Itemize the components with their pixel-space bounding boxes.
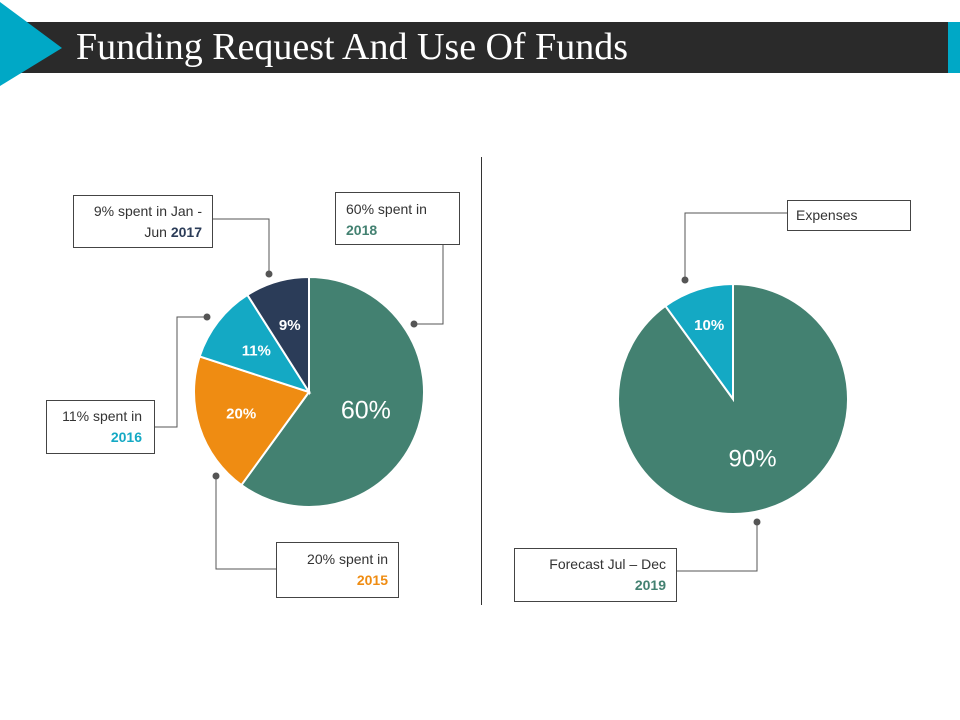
pie-slice-20 xyxy=(193,355,311,487)
page-title: Funding Request And Use Of Funds xyxy=(76,26,629,68)
pie-label-11: 11% xyxy=(242,343,271,360)
callout-2018-text: 60% spent in xyxy=(346,201,427,217)
leader-line-2015 xyxy=(215,476,276,570)
callout-expenses-text: Expenses xyxy=(796,207,858,223)
callout-expenses: Expenses xyxy=(787,200,911,231)
pie-slice-9 xyxy=(245,275,310,396)
leader-line-2018 xyxy=(414,245,444,325)
leader-line-2016 xyxy=(155,316,207,428)
leader-dot-2017 xyxy=(265,270,273,278)
pie-label-60: 60% xyxy=(341,396,391,424)
callout-2015: 20% spent in 2015 xyxy=(276,542,399,598)
leader-dot-2018 xyxy=(410,320,418,328)
callout-2015-text: 20% spent in xyxy=(307,551,388,567)
callout-2016-year: 2016 xyxy=(110,429,142,445)
callout-2016: 11% spent in 2016 xyxy=(46,400,155,454)
leader-dot-2015 xyxy=(212,472,220,480)
leader-line-2017 xyxy=(213,218,270,274)
callout-2016-text: 11% spent in xyxy=(62,408,142,424)
callout-2019-text: Forecast Jul – Dec xyxy=(549,556,666,572)
leader-dot-expenses xyxy=(681,276,689,284)
callout-2018: 60% spent in 2018 xyxy=(335,192,460,245)
pie-label-10: 10% xyxy=(694,317,724,334)
leader-line-expenses xyxy=(684,212,787,280)
pie-slice-10 xyxy=(664,282,734,403)
leader-lines xyxy=(155,212,787,572)
right-accent-bar xyxy=(948,22,960,73)
pie-slice-60 xyxy=(240,275,425,508)
callout-2019-year: 2019 xyxy=(634,577,666,593)
pie-chart-funding-spent: 60% 20% 11% 9% xyxy=(193,275,425,508)
callout-2017-year: 2017 xyxy=(170,224,202,240)
pie-chart-forecast: 90% 10% xyxy=(617,282,849,515)
pie-slice-90 xyxy=(617,282,849,515)
callout-2017: 9% spent in Jan - Jun 2017 xyxy=(73,195,213,248)
pie-slice-11 xyxy=(198,293,312,394)
pie-label-9: 9% xyxy=(279,317,301,334)
pie-label-90: 90% xyxy=(729,446,777,473)
triangle-accent-icon xyxy=(0,2,62,86)
leader-line-2019 xyxy=(677,522,758,572)
title-bar xyxy=(0,22,948,73)
leader-dot-2016 xyxy=(203,313,211,321)
callout-2019: Forecast Jul – Dec 2019 xyxy=(514,548,677,602)
callout-2015-year: 2015 xyxy=(356,572,388,588)
callout-2018-year: 2018 xyxy=(346,222,378,238)
callout-2017-text: 9% spent in Jan - Jun xyxy=(93,203,202,240)
chart-divider xyxy=(481,157,482,605)
pie-label-20: 20% xyxy=(226,406,256,423)
leader-dot-2019 xyxy=(753,518,761,526)
